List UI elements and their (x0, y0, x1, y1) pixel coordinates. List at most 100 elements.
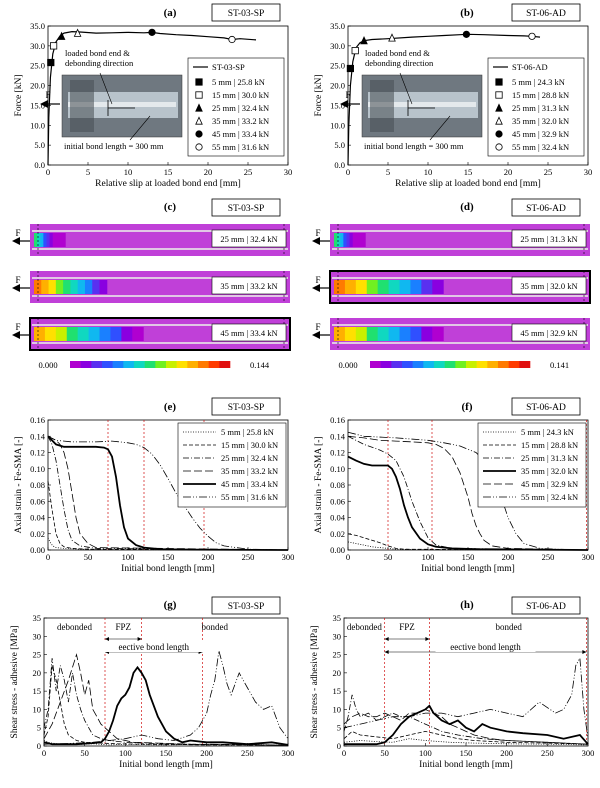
y-tick-label: 0.04 (330, 513, 346, 523)
y-tick-label: 20.0 (30, 81, 45, 91)
strain-contour-band (110, 327, 122, 341)
photo-a-annot-2: debonding direction (65, 58, 134, 68)
data-point (462, 30, 470, 38)
strips-d: 25 mm | 31.3 kN F 35 mm | 32.0 kN F 45 mm | … (312, 224, 591, 370)
plot-h: 0 50 100 150 200 250 300 0 5 10 15 20 25 30 35 Initial … (310, 613, 594, 770)
data-point (351, 47, 359, 55)
strain-contour-band (334, 233, 338, 247)
strip-edge (332, 295, 588, 297)
plot-f: 0 50 100 150 200 250 300 0.00 0.02 0.04 0.06 0.08 0.… (314, 415, 594, 574)
panel-a: (a) ST-03-SP 0 5 10 15 20 25 30 0.0 5.0 10.0 15.0 2… (14, 3, 292, 189)
y-tick-label: 0.02 (30, 529, 45, 539)
photo-b-annot-2: debonding direction (365, 58, 434, 68)
strip-label: 35 mm | 33.2 kN (220, 281, 277, 291)
y-tick-label: 10.0 (30, 120, 45, 130)
data-point (228, 35, 236, 44)
photo-a: F loaded bond end & debonding direction … (40, 48, 183, 151)
strain-contour-band (40, 233, 44, 247)
series-line (43, 665, 289, 746)
x-tick-label: 20 (504, 167, 513, 177)
x-tick-label: 50 (384, 552, 393, 562)
panel-c-letter: (c) (164, 201, 177, 213)
color-scale-max: 0.141 (550, 360, 569, 370)
strain-contour-band (346, 233, 351, 247)
strip-label: 35 mm | 32.0 kN (520, 281, 577, 291)
legend-label: 15 mm | 28.8 kN (521, 440, 578, 450)
legend-label: 55 mm | 31.6 kN (221, 492, 278, 502)
x-tick-label: 200 (500, 748, 513, 758)
x-tick-label: 300 (282, 552, 295, 562)
arrowhead (582, 650, 587, 654)
strip-edge (332, 230, 588, 232)
strip-edge (332, 277, 588, 279)
y-tick-label: 0.08 (30, 480, 45, 490)
strain-contour-band (366, 327, 379, 341)
zone-fpz-label: FPZ (116, 622, 132, 632)
arrowhead (425, 637, 430, 641)
strip-label-box (511, 229, 587, 248)
strain-contour-band (55, 327, 68, 341)
panel-b: (b) ST-06-AD 0 5 10 15 20 25 30 0.0 5.0 10.0 15.0 2… (314, 3, 592, 189)
photo-a-leader-bottom (129, 115, 151, 141)
strip-edge (332, 248, 588, 250)
x-tick-label: 150 (160, 748, 173, 758)
y-tick-label: 0.12 (30, 448, 45, 458)
photo-b-force-arrow (340, 100, 348, 108)
data-point (495, 91, 503, 99)
panel-h: (h) ST-06-AD 0 50 100 150 200 250 300 0 5 10 15 20 2… (310, 596, 594, 770)
y-tick-label: 0 (337, 741, 341, 751)
color-scale-swatch (423, 361, 435, 368)
photo-a-leader-top (99, 72, 113, 105)
panel-b-letter: (b) (460, 7, 474, 19)
strip-label: 45 mm | 33.4 kN (220, 328, 277, 338)
y-tick-label: 0.10 (30, 464, 45, 474)
strain-contour-band (77, 327, 90, 341)
strain-contour-band (43, 233, 47, 247)
strain-contour-band (62, 233, 66, 247)
legend-label: 35 mm | 33.2 kN (221, 466, 278, 476)
strain-contour-band (355, 233, 360, 247)
strip-edge (32, 342, 288, 344)
x-tick-label: 20 (204, 167, 213, 177)
zone-bonded-label: bonded (495, 622, 522, 632)
strain-contour-band (388, 327, 401, 341)
strip-label: 25 mm | 31.3 kN (520, 234, 577, 244)
strain-contour-band (63, 280, 71, 294)
photo-b-strip (368, 102, 476, 107)
x-tick-label: 100 (419, 748, 432, 758)
strip-label-box (211, 323, 287, 342)
strain-contour-band (46, 233, 51, 247)
series-line (347, 541, 589, 551)
x-tick-label: 150 (460, 748, 473, 758)
strain-contour-band (55, 280, 64, 294)
y-tick-label: 20.0 (330, 81, 345, 91)
y-axis-label: Force [kN] (14, 75, 24, 117)
x-tick-label: 300 (582, 552, 595, 562)
y-tick-label: 10.0 (330, 120, 345, 130)
x-tick-label: 50 (380, 748, 389, 758)
force-label: F (15, 322, 20, 332)
y-tick-label: 0.14 (30, 431, 46, 441)
photo-a-force-arrow (40, 100, 48, 108)
panel-f-id-box (511, 397, 581, 416)
data-point (195, 116, 203, 125)
color-scale-swatch (219, 361, 231, 368)
x-axis-label: Initial bond length [mm] (419, 760, 513, 770)
color-scale-swatch (498, 361, 509, 368)
x-tick-label: 250 (242, 552, 255, 562)
x-axis-label: Relative slip at loaded bond end [mm] (395, 179, 541, 189)
x-tick-label: 200 (502, 552, 515, 562)
legend-label: 5 mm | 24.3 kN (512, 77, 565, 87)
y-tick-label: 10 (333, 704, 342, 714)
x-tick-label: 0 (42, 748, 46, 758)
data-point (50, 42, 58, 50)
series-line (347, 435, 589, 551)
strain-contour-band (340, 233, 344, 247)
color-scale-swatch (144, 361, 156, 368)
zone-fpz-label: FPZ (399, 622, 415, 632)
plot-g-frame (43, 617, 289, 747)
x-tick-label: 0 (342, 748, 346, 758)
y-tick-label: 15.0 (330, 100, 345, 110)
strain-contour-band (388, 280, 401, 294)
series-line (47, 435, 289, 551)
